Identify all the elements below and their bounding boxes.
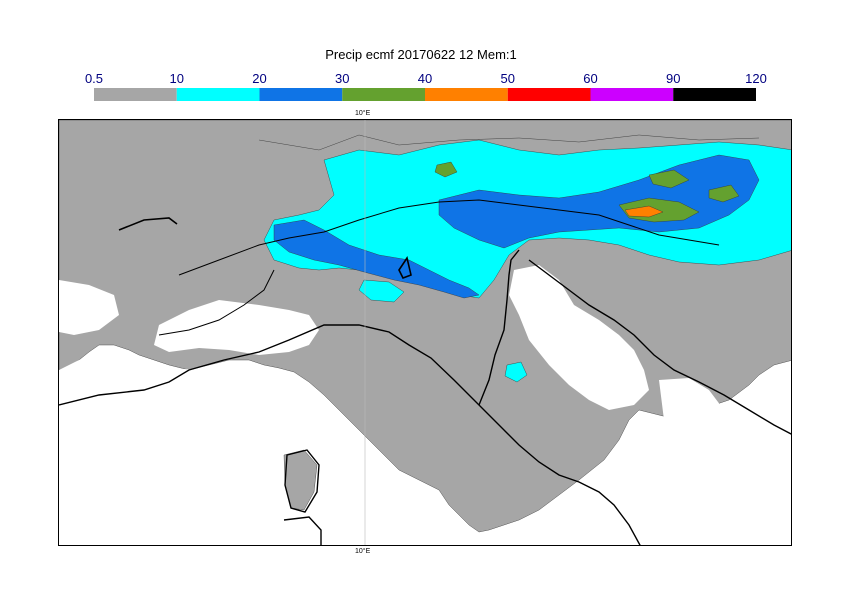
precip-area-10-20-b	[358, 279, 405, 303]
legend-bin	[425, 88, 508, 101]
legend-tick-label: 30	[335, 71, 349, 86]
meridian-label-top: 10°E	[355, 110, 371, 117]
legend-tick-label: 40	[418, 71, 432, 86]
precip-area-10-20-c	[504, 361, 528, 383]
precip-area-30-40-b	[648, 169, 690, 189]
coastline-adriatic-west	[478, 249, 520, 406]
legend-tick-label: 120	[745, 71, 767, 86]
legend-tick-label: 0.5	[85, 71, 103, 86]
legend-tick-label: 20	[252, 71, 266, 86]
legend-tick-label: 90	[666, 71, 680, 86]
lake-garda	[398, 256, 412, 280]
precip-area-20-30	[273, 219, 480, 299]
legend-tick-label: 60	[583, 71, 597, 86]
legend-bin	[673, 88, 756, 101]
dry-area-adriatic	[509, 265, 649, 410]
dry-area-balkan	[659, 378, 724, 440]
country-border-2	[158, 269, 275, 336]
legend-bin	[342, 88, 425, 101]
precip-area-40-50	[624, 205, 664, 218]
legend-tick-label: 50	[501, 71, 515, 86]
legend-bin	[176, 88, 260, 101]
legend-tick-label: 10	[170, 71, 184, 86]
coastline-italy	[59, 324, 641, 545]
meridian-label-bottom: 10°E	[355, 548, 371, 555]
precip-area-30-40-d	[708, 184, 740, 203]
legend-bin	[590, 88, 674, 101]
coastline-sardinia	[283, 516, 322, 545]
legend-bin	[507, 88, 591, 101]
dry-area-po	[154, 300, 319, 355]
legend-bin	[94, 88, 177, 101]
color-legend: 0.5 10 20 30 40 50 60 90 120	[85, 71, 767, 101]
dry-area-west	[59, 280, 119, 335]
chart-title: Precip ecmf 20170622 12 Mem:1	[325, 47, 517, 62]
coastline-corsica	[284, 449, 320, 513]
coastline-balkan	[528, 259, 791, 435]
lake-geneva	[118, 217, 178, 231]
precip-area-30-40-c	[434, 161, 458, 178]
precip-map	[59, 120, 791, 545]
map-frame	[58, 119, 792, 546]
legend-bin	[259, 88, 343, 101]
country-border	[178, 199, 720, 276]
region-border	[258, 134, 760, 151]
